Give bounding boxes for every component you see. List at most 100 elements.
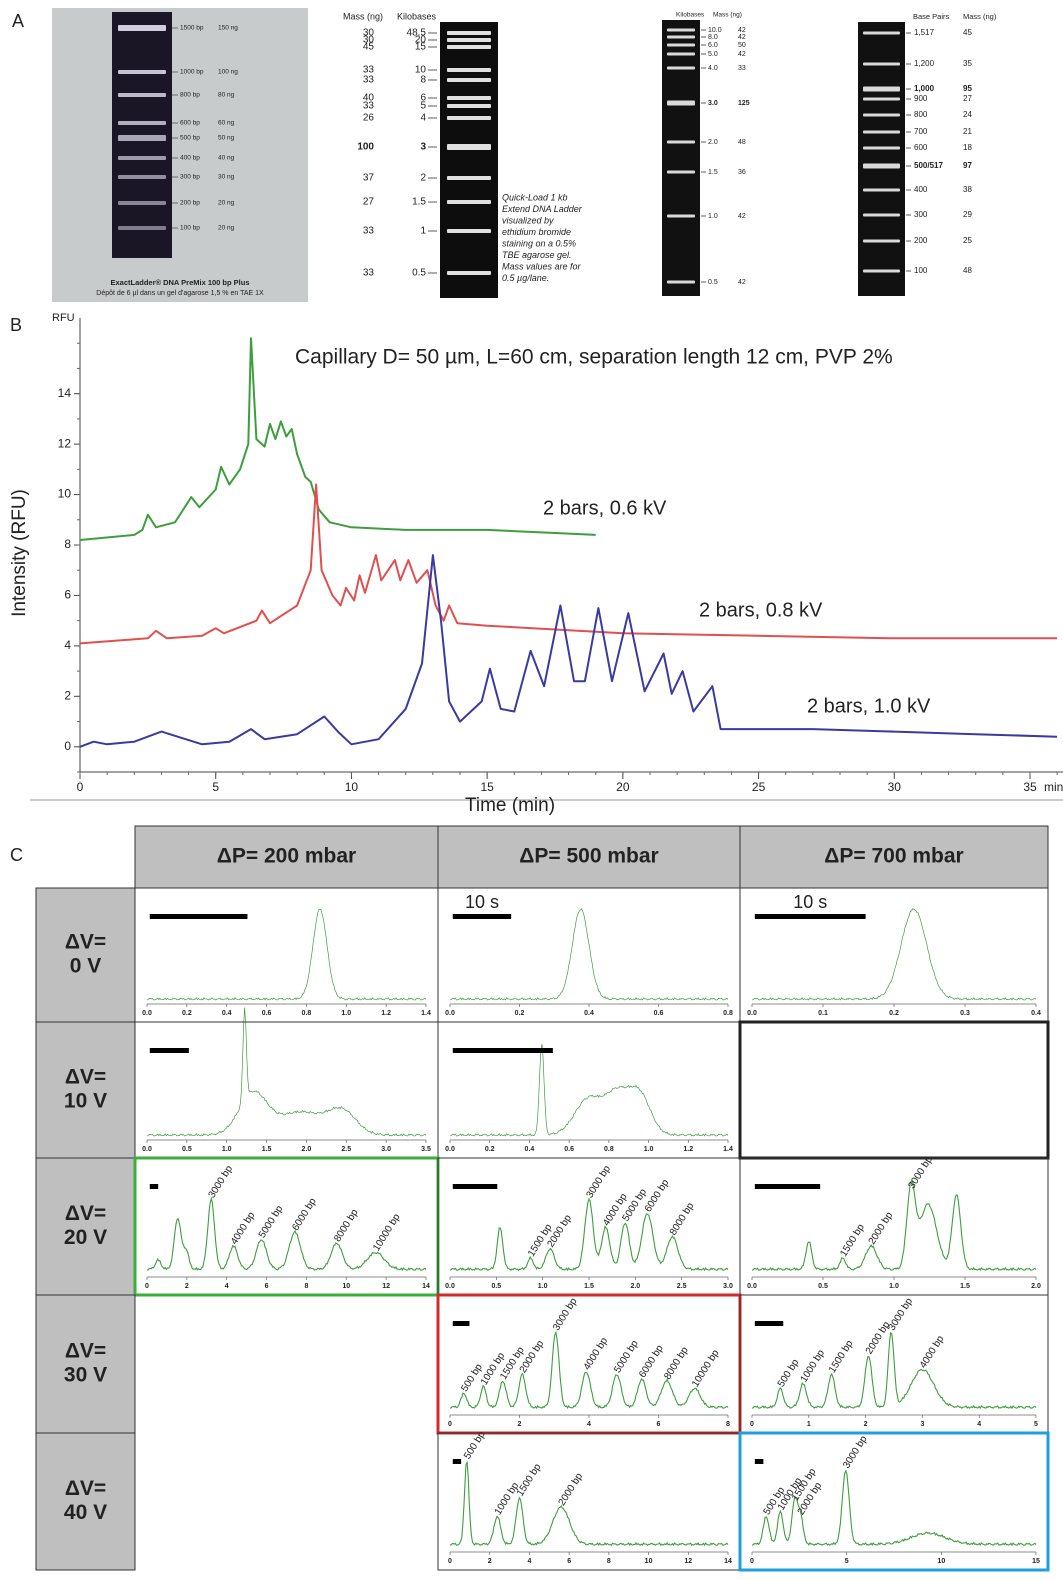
band-label: 1,000 [914,84,935,93]
cell-tick-label: 6 [567,1558,571,1565]
scale-label: 10 s [465,892,499,912]
gel-band [447,200,491,204]
band-mass: 33 [363,101,375,112]
gel-band [118,226,166,230]
gel-band [447,68,491,72]
cell-tick-label: 0.5 [182,1146,192,1153]
band-mass: 42 [738,27,746,34]
band-label: 3.0 [708,100,718,107]
gel-band [118,201,166,205]
peak-label: 1500 bp [827,1338,856,1375]
cell-tick-label: 0 [145,1283,149,1290]
peak-label: 1000 bp [799,1348,828,1385]
cell-tick-label: 2.0 [302,1146,312,1153]
band-size: 600 bp [180,120,200,127]
gel-band [118,135,166,141]
gel-note: Quick-Load 1 kb [502,192,568,202]
band-mass: 25 [963,236,972,245]
gel-band [667,100,695,106]
cell-frame [738,1020,1050,1160]
scale-bar [149,914,248,919]
peak-label: 500 bp [776,1357,802,1389]
cell-tick-label: 1 [807,1421,811,1428]
band-size: 2 [420,173,426,184]
gel-band [447,96,491,100]
cell-tick-label: 0.6 [564,1146,574,1153]
gel-header: Kilobases [397,11,437,21]
scale-label: 10 s [793,892,827,912]
trace [449,1460,729,1547]
row-header: 40 V [64,1501,107,1524]
gel-band [447,45,491,49]
cell-tick-label: 4 [587,1421,591,1428]
band-mass: 29 [963,210,972,219]
band-label: 10.0 [708,27,722,34]
gel-band [667,52,695,56]
cell-tick-label: 2.5 [341,1146,351,1153]
trace [146,1007,427,1137]
band-mass: 33 [363,65,375,76]
cell-tick-label: 2 [864,1421,868,1428]
peak-label: 10000 bp [371,1212,403,1254]
peak-label: 5000 bp [257,1203,286,1240]
band-label: 2.0 [708,139,718,146]
cell-tick-label: 14 [724,1558,732,1565]
band-mass: 33 [363,226,375,237]
peak-label: 3000 bp [551,1296,580,1333]
row-header: 0 V [70,955,102,978]
cell-tick-label: 1.0 [538,1283,548,1290]
scale-bar [452,1048,553,1053]
band-mass: 100 [357,142,374,153]
x-tick-label: 25 [752,780,766,794]
cell-tick-label: 1.0 [222,1146,232,1153]
x-tick-label: 10 [345,780,359,794]
gel-note: Mass values are for [502,261,582,271]
band-mass: 42 [738,213,746,220]
gel-band [447,229,491,233]
cell-tick-label: 2.0 [1031,1283,1041,1290]
y-unit: RFU [52,312,75,324]
scale-bar [149,1048,189,1053]
trace [449,1044,729,1137]
cell-frame [134,1021,439,1159]
panel-label: B [10,315,22,335]
annotation: Capillary D= 50 µm, L=60 cm, separation … [295,346,893,369]
band-label: 500/517 [914,161,943,170]
band-mass: 45 [363,42,375,53]
peak-label: 4000 bp [229,1210,258,1247]
scale-bar [149,1184,159,1189]
band-size: 1.5 [412,197,426,208]
cell-tick-label: 0.4 [222,1010,232,1017]
band-size: 8 [420,75,426,86]
gel-note: TBE agarose gel. [502,250,572,260]
peak-label: 8000 bp [662,1345,691,1382]
band-label: 300 [914,210,928,219]
series-line [79,554,1058,748]
cell-tick-label: 2 [518,1421,522,1428]
scale-bar [452,1321,470,1326]
x-tick-label: 20 [616,780,630,794]
cell-tick-label: 0.8 [723,1010,733,1017]
band-mass: 21 [963,127,972,136]
band-size: 6 [420,93,426,104]
series-label: 2 bars, 0.6 kV [543,497,667,519]
band-label: 1,200 [914,59,935,68]
x-unit: min [1044,780,1063,794]
peak-label: 3000 bp [207,1163,236,1200]
row-header: 10 V [64,1090,107,1113]
band-label: 400 [914,185,928,194]
cell-tick-label: 8 [304,1283,308,1290]
series-label: 2 bars, 0.8 kV [699,599,823,621]
cell-tick-label: 0.0 [445,1283,455,1290]
band-mass: 42 [738,34,746,41]
cell-tick-label: 0 [750,1558,754,1565]
peak-label: 8000 bp [332,1207,361,1244]
x-tick-label: 35 [1023,780,1037,794]
gel-band [118,156,166,160]
cell-tick-label: 2 [185,1283,189,1290]
gel-band [863,213,900,217]
gel-band [863,188,900,192]
band-mass: 150 ng [218,25,238,32]
